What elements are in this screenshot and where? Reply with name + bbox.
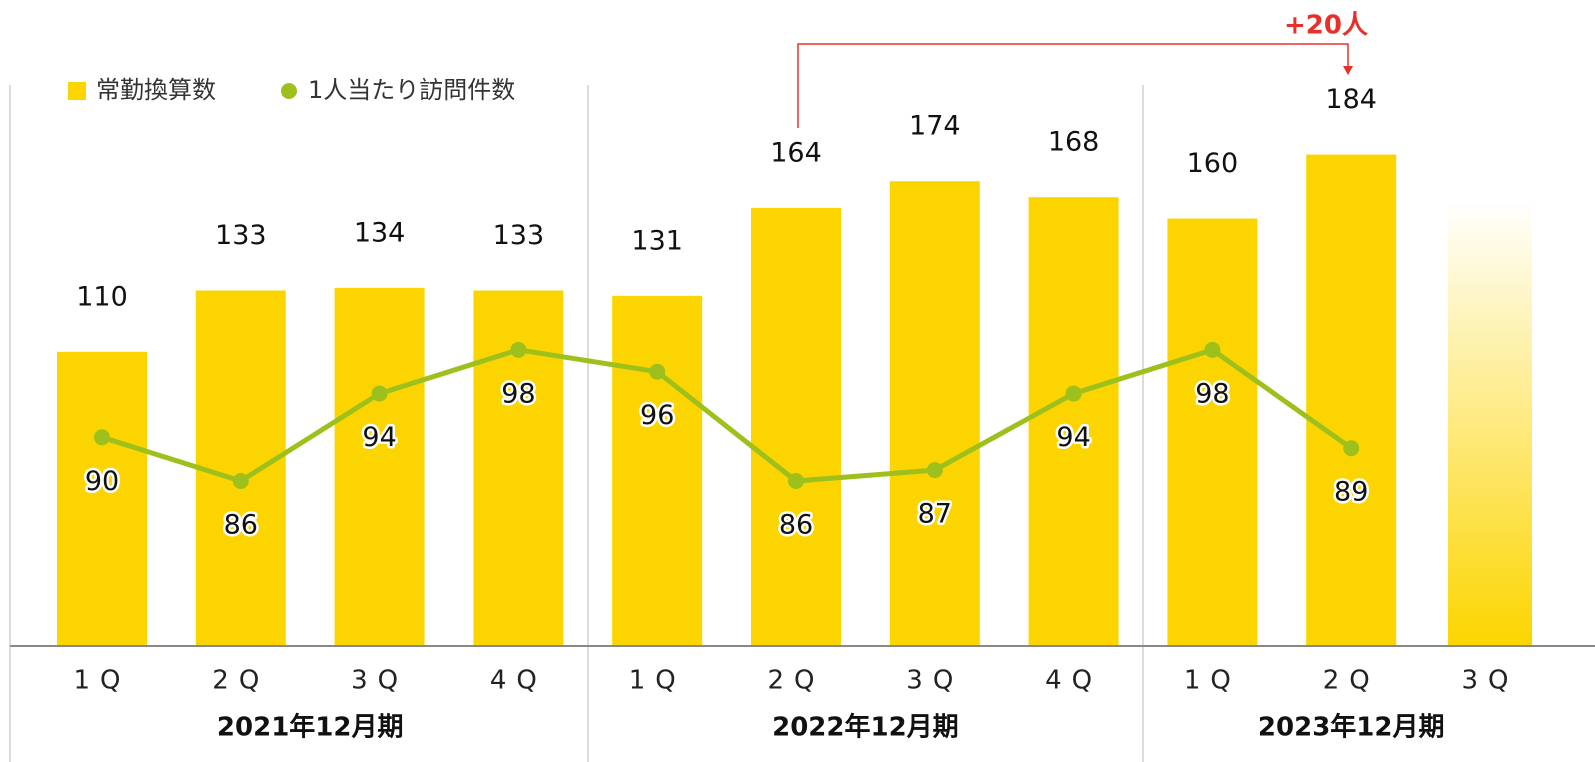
line-value-label: 98: [501, 378, 535, 409]
bar: [612, 295, 703, 645]
bar: [57, 351, 147, 645]
bar: [1028, 197, 1119, 646]
line-point: [788, 473, 804, 490]
bar-value-label: 110: [76, 281, 128, 312]
bar-value-label: 174: [909, 111, 961, 142]
x-tick-label: 3Q: [906, 666, 963, 696]
x-tick-label: 2Q: [767, 666, 824, 696]
line-point: [232, 473, 249, 490]
annotation-arrow: [1343, 66, 1353, 75]
x-tick-label: 4Q: [490, 666, 547, 696]
bar-value-label: 164: [770, 137, 822, 168]
bar-value-label: 134: [354, 217, 406, 248]
forecast-placeholder: [1448, 200, 1532, 645]
legend-swatch: [68, 82, 86, 100]
line-value-label: 86: [779, 510, 813, 541]
legend-label: 1人当たり訪問件数: [308, 76, 515, 104]
bar-value-label: 160: [1187, 148, 1239, 179]
bar: [195, 290, 286, 645]
group-label: 2022年12月期: [772, 712, 959, 743]
line: [101, 347, 1353, 484]
bar-value-label: 168: [1048, 127, 1100, 158]
annotation: +20人: [1284, 11, 1368, 41]
bar-value-label: 133: [493, 220, 545, 251]
line-point: [94, 429, 110, 446]
x-tick-label: 2Q: [1323, 666, 1380, 696]
line-value-label: 94: [362, 422, 396, 453]
legend-swatch: [281, 83, 297, 99]
x-tick-label: 2Q: [212, 666, 269, 696]
x-tick-label: 1Q: [1184, 666, 1241, 696]
bar: [1306, 154, 1397, 645]
legend-label: 常勤換算数: [96, 76, 216, 104]
x-tick-label: 1Q: [629, 666, 686, 696]
line-point: [1065, 385, 1082, 402]
bar: [334, 287, 425, 645]
group-label: 2023年12月期: [1258, 712, 1445, 743]
group-label: 2021年12月期: [217, 712, 404, 743]
x-tick-label: 1Q: [73, 666, 130, 696]
x-tick-label: 3Q: [1461, 666, 1518, 696]
line-point: [926, 462, 943, 479]
bar: [889, 181, 980, 645]
line-point: [1204, 341, 1221, 358]
line-point: [1343, 440, 1360, 457]
bar-value-label: 133: [215, 220, 267, 251]
bar-value-label: 131: [631, 225, 683, 256]
line-point: [371, 385, 388, 402]
line-value-label: 96: [640, 400, 674, 431]
x-tick-label: 4Q: [1045, 666, 1102, 696]
x-tick-label: 3Q: [351, 666, 408, 696]
line-value-label: 98: [1195, 378, 1229, 409]
line-value-label: 94: [1056, 422, 1090, 453]
bar-value-label: 184: [1325, 84, 1377, 115]
line-value-label: 87: [918, 499, 952, 530]
line-value-label: 90: [85, 466, 119, 497]
line-point: [510, 341, 527, 358]
line-point: [649, 363, 666, 380]
annotation-bracket: [797, 43, 1349, 128]
line-value-label: 86: [224, 510, 258, 541]
line-value-label: 89: [1334, 477, 1368, 508]
bar: [751, 207, 841, 645]
bar: [1167, 218, 1258, 646]
